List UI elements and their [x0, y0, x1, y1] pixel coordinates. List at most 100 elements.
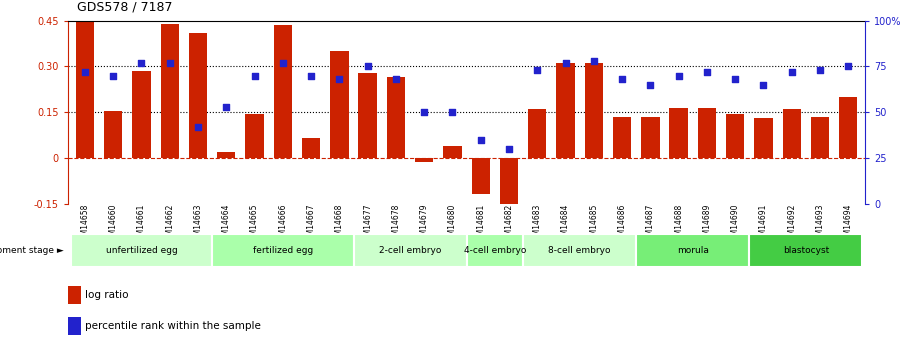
- Text: GSM14667: GSM14667: [306, 204, 315, 245]
- Text: GSM14661: GSM14661: [137, 204, 146, 245]
- Point: [728, 77, 742, 82]
- Bar: [783, 109, 801, 158]
- Point: [643, 82, 658, 87]
- Point: [671, 73, 686, 78]
- Point: [785, 69, 799, 75]
- Text: GSM14663: GSM14663: [194, 204, 203, 245]
- Text: GSM14683: GSM14683: [533, 204, 542, 245]
- Bar: [274, 25, 292, 158]
- Point: [304, 73, 318, 78]
- FancyBboxPatch shape: [71, 234, 212, 267]
- Point: [445, 109, 459, 115]
- Bar: [104, 111, 122, 158]
- FancyBboxPatch shape: [353, 234, 467, 267]
- Text: log ratio: log ratio: [85, 290, 129, 300]
- Point: [247, 73, 262, 78]
- Text: GSM14684: GSM14684: [561, 204, 570, 245]
- Point: [219, 104, 234, 109]
- Point: [757, 82, 771, 87]
- Text: GSM14665: GSM14665: [250, 204, 259, 245]
- Point: [530, 67, 545, 73]
- Text: GSM14679: GSM14679: [419, 204, 429, 245]
- Point: [275, 60, 290, 66]
- Bar: [132, 71, 150, 158]
- Bar: [387, 77, 405, 158]
- Text: GSM14681: GSM14681: [477, 204, 486, 245]
- Text: GSM14686: GSM14686: [618, 204, 627, 245]
- Bar: [471, 158, 490, 195]
- Point: [615, 77, 630, 82]
- Text: GSM14660: GSM14660: [109, 204, 118, 245]
- Bar: [415, 158, 433, 162]
- Point: [586, 58, 601, 64]
- Text: GSM14693: GSM14693: [815, 204, 824, 245]
- Text: development stage ►: development stage ►: [0, 246, 63, 255]
- Text: GSM14685: GSM14685: [589, 204, 598, 245]
- Text: 8-cell embryo: 8-cell embryo: [548, 246, 611, 255]
- Text: GSM14691: GSM14691: [759, 204, 768, 245]
- Bar: [839, 97, 857, 158]
- Text: GSM14688: GSM14688: [674, 204, 683, 245]
- Bar: [612, 117, 631, 158]
- Bar: [359, 72, 377, 158]
- Point: [78, 69, 92, 75]
- Bar: [726, 114, 745, 158]
- FancyBboxPatch shape: [523, 234, 636, 267]
- Point: [191, 124, 206, 129]
- Bar: [68, 317, 81, 335]
- Text: percentile rank within the sample: percentile rank within the sample: [85, 321, 261, 331]
- Bar: [246, 114, 264, 158]
- Bar: [584, 63, 603, 158]
- Bar: [811, 117, 829, 158]
- Bar: [443, 146, 462, 158]
- Text: blastocyst: blastocyst: [783, 246, 829, 255]
- Text: GSM14682: GSM14682: [505, 204, 514, 245]
- Bar: [302, 138, 321, 158]
- Bar: [698, 108, 716, 158]
- Text: GSM14666: GSM14666: [278, 204, 287, 245]
- FancyBboxPatch shape: [636, 234, 749, 267]
- Text: GSM14678: GSM14678: [391, 204, 400, 245]
- Point: [813, 67, 827, 73]
- Text: GSM14677: GSM14677: [363, 204, 372, 245]
- Bar: [330, 51, 349, 158]
- Point: [417, 109, 431, 115]
- Point: [502, 146, 516, 151]
- Text: GSM14664: GSM14664: [222, 204, 231, 245]
- FancyBboxPatch shape: [467, 234, 523, 267]
- Bar: [641, 117, 660, 158]
- Bar: [76, 21, 94, 158]
- Bar: [500, 158, 518, 217]
- Point: [389, 77, 403, 82]
- Bar: [670, 108, 688, 158]
- Text: GSM14694: GSM14694: [843, 204, 853, 245]
- Point: [106, 73, 120, 78]
- Bar: [755, 118, 773, 158]
- Point: [699, 69, 714, 75]
- Text: GSM14692: GSM14692: [787, 204, 796, 245]
- Point: [558, 60, 573, 66]
- Text: unfertilized egg: unfertilized egg: [106, 246, 178, 255]
- Text: GSM14658: GSM14658: [81, 204, 90, 245]
- Text: GSM14680: GSM14680: [448, 204, 457, 245]
- Text: GSM14668: GSM14668: [335, 204, 344, 245]
- Text: GSM14689: GSM14689: [702, 204, 711, 245]
- Bar: [68, 286, 81, 304]
- Bar: [528, 109, 546, 158]
- Point: [841, 63, 855, 69]
- Text: 2-cell embryo: 2-cell embryo: [379, 246, 441, 255]
- Point: [361, 63, 375, 69]
- FancyBboxPatch shape: [749, 234, 863, 267]
- Point: [333, 77, 347, 82]
- Bar: [188, 33, 207, 158]
- Text: morula: morula: [677, 246, 708, 255]
- FancyBboxPatch shape: [212, 234, 353, 267]
- Text: fertilized egg: fertilized egg: [253, 246, 313, 255]
- Text: GSM14662: GSM14662: [165, 204, 174, 245]
- Text: GSM14687: GSM14687: [646, 204, 655, 245]
- Point: [134, 60, 149, 66]
- Bar: [160, 24, 178, 158]
- Point: [162, 60, 177, 66]
- Text: GDS578 / 7187: GDS578 / 7187: [77, 1, 172, 14]
- Bar: [217, 152, 236, 158]
